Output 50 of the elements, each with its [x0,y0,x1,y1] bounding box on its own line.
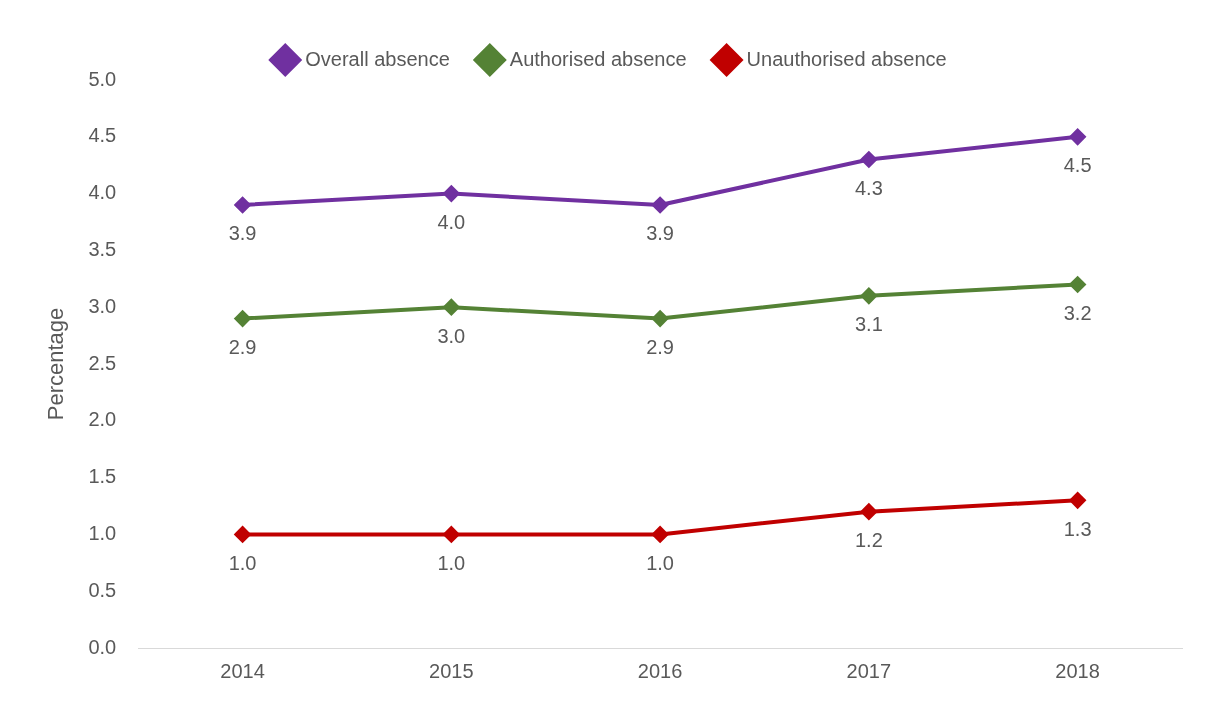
legend-label: Overall absence [305,47,450,70]
data-label: 1.0 [228,551,257,574]
point [860,151,877,168]
point [443,185,460,202]
x-tick-label: 2016 [637,659,683,682]
point [234,196,251,213]
x-tick-label: 2017 [846,659,892,682]
data-label: 1.0 [646,551,675,574]
data-label: 3.2 [1063,302,1092,324]
data-label: 1.2 [854,529,883,552]
y-tick-label: 3.0 [88,294,117,317]
data-label: 4.3 [854,177,883,200]
y-tick-label: 3.5 [88,237,117,260]
y-tick-label: 0.0 [88,635,117,658]
point [1069,128,1086,145]
data-label: 3.0 [437,324,466,347]
y-tick-label: 4.5 [88,124,117,147]
data-label: 4.0 [437,211,466,234]
data-label: 3.9 [646,222,675,245]
y-axis-title: Percentage [43,307,69,421]
y-tick-label: 1.5 [88,465,117,488]
data-label: 1.3 [1063,517,1092,540]
data-label: 3.9 [228,222,257,245]
y-tick-label: 0.5 [88,578,117,601]
y-tick-label: 4.0 [88,181,117,204]
legend-label: Authorised absence [509,47,687,70]
point [443,526,460,543]
y-tick-label: 1.0 [88,521,117,544]
data-label: 1.0 [437,551,466,574]
point [1069,492,1086,509]
point [1069,276,1086,293]
point [860,503,877,520]
point [443,299,460,316]
x-tick-label: 2015 [429,659,474,682]
point [860,287,877,304]
data-label: 4.5 [1063,154,1092,177]
y-tick-label: 5.0 [88,67,117,90]
legend-label: Unauthorised absence [746,47,947,70]
x-tick-label: 2014 [220,659,265,682]
point [652,196,669,213]
y-tick-label: 2.5 [88,351,117,374]
point [234,310,251,327]
point [234,526,251,543]
point [652,310,669,327]
data-label: 2.9 [228,336,257,359]
data-label: 3.1 [854,313,883,336]
y-tick-label: 2.0 [88,408,117,431]
data-label: 2.9 [646,336,675,359]
x-tick-label: 2018 [1055,659,1100,682]
point [652,526,669,543]
